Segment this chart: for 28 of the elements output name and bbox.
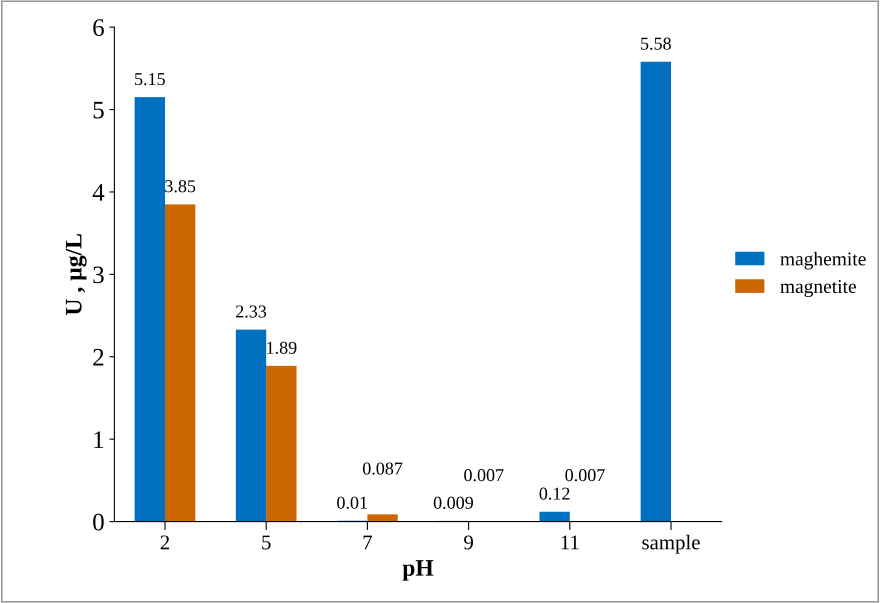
data-label: 0.007 [565,469,605,482]
y-tick-label: 1 [94,431,104,448]
x-tick-label: 7 [364,536,372,550]
y-tick-label: 6 [93,19,104,36]
y-axis-title: U , µg/L [66,234,87,316]
y-tick-label: 0 [93,514,104,531]
data-label: 2.33 [236,305,266,318]
legend-label: maghemite [780,252,866,270]
data-label: 0.009 [434,496,473,509]
y-tick-label: 3 [93,266,104,284]
x-tick-label: 9 [464,535,473,550]
x-tick-label: 2 [160,535,170,550]
x-tick-label: 5 [262,536,271,550]
y-tick-label: 2 [93,348,104,366]
data-label: 5.58 [641,38,671,50]
data-label: 0.007 [464,469,504,482]
y-tick-label: 5 [94,102,104,118]
data-label: 3.85 [165,180,196,192]
x-tick-label: sample [642,534,700,554]
data-label: 0.12 [540,488,570,500]
data-label: 5.15 [135,73,165,86]
x-axis-title: pH [402,560,434,581]
data-label: 1.89 [267,342,296,354]
y-tick-label: 4 [92,184,104,201]
data-label: 0.087 [362,462,402,475]
x-tick-label: 11 [562,535,579,550]
legend-label: magnetite [780,280,856,298]
data-label: 0.01 [337,496,367,509]
